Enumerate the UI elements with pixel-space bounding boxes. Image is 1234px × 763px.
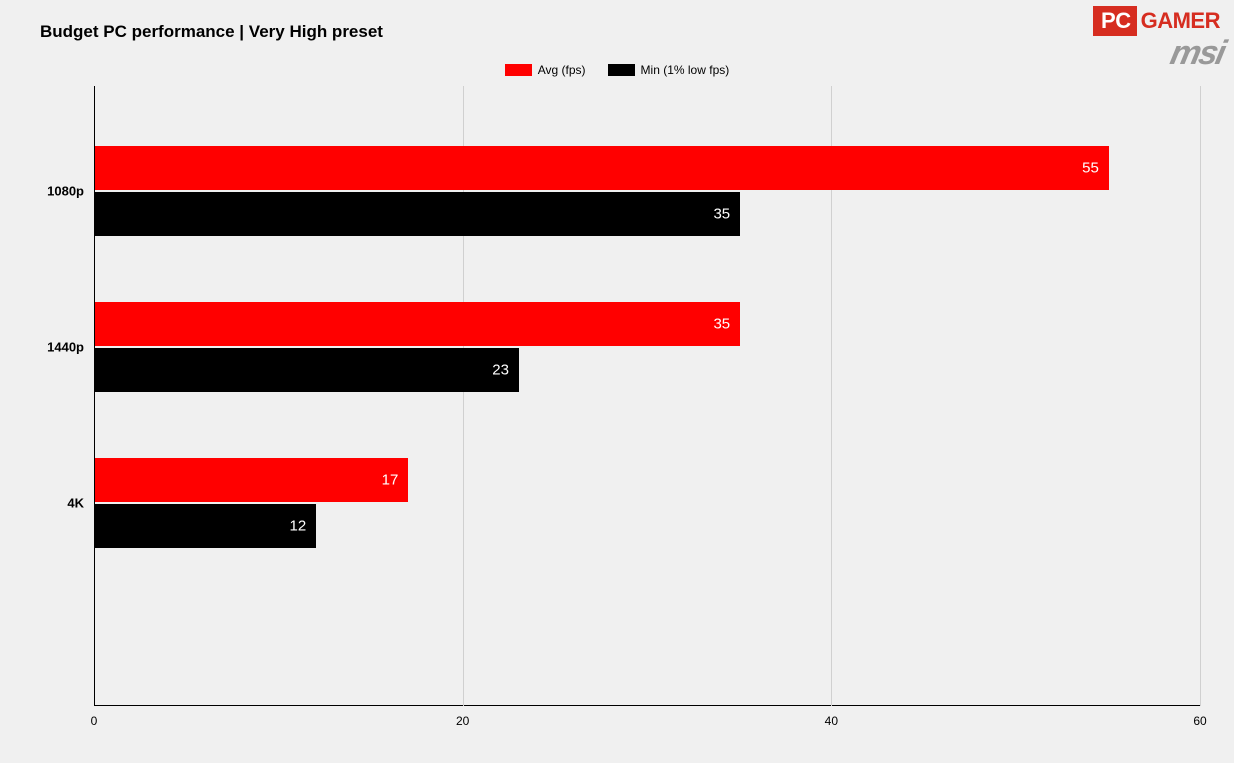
x-tick-label: 40 (825, 714, 838, 728)
bar-value-label: 23 (492, 362, 509, 379)
legend-swatch-min (608, 64, 635, 76)
bar-avg: 55 (95, 146, 1109, 190)
legend-label-min: Min (1% low fps) (641, 63, 730, 77)
x-tick-label: 20 (456, 714, 469, 728)
category-label: 4K (4, 496, 84, 511)
bar-value-label: 12 (290, 518, 307, 535)
x-tick-label: 0 (91, 714, 98, 728)
plot-area: 02040601080p55351440p35234K1712 (94, 86, 1200, 706)
bar-value-label: 17 (382, 472, 399, 489)
chart-title: Budget PC performance | Very High preset (40, 22, 383, 42)
legend: Avg (fps) Min (1% low fps) (0, 63, 1234, 77)
x-tick-label: 60 (1193, 714, 1206, 728)
bar-avg: 35 (95, 302, 740, 346)
legend-swatch-avg (505, 64, 532, 76)
pcgamer-logo: PCGAMER (1093, 6, 1224, 36)
branding-logos: PCGAMER msi (1093, 6, 1224, 69)
bar-min: 12 (95, 504, 316, 548)
bar-value-label: 55 (1082, 160, 1099, 177)
bar-value-label: 35 (713, 206, 730, 223)
legend-item-avg: Avg (fps) (505, 63, 586, 77)
legend-item-min: Min (1% low fps) (608, 63, 730, 77)
pcgamer-gamer: GAMER (1137, 6, 1224, 36)
bar-min: 23 (95, 348, 519, 392)
bar-avg: 17 (95, 458, 408, 502)
bar-min: 35 (95, 192, 740, 236)
legend-label-avg: Avg (fps) (538, 63, 586, 77)
x-axis (94, 705, 1200, 706)
bar-value-label: 35 (713, 316, 730, 333)
pcgamer-pc: PC (1093, 6, 1137, 36)
category-label: 1080p (4, 184, 84, 199)
category-label: 1440p (4, 340, 84, 355)
gridline (1200, 86, 1201, 706)
